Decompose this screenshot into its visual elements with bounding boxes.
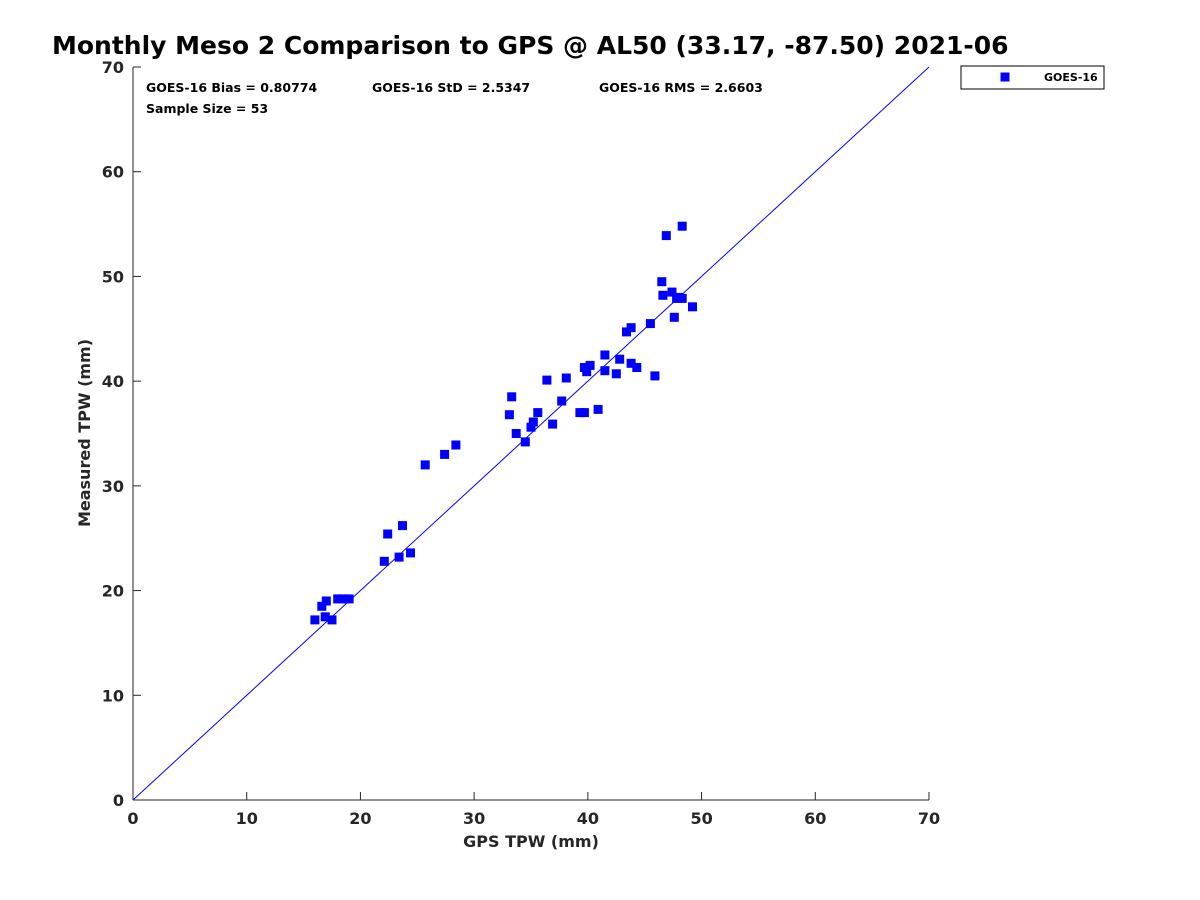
x-axis-label: GPS TPW (mm): [463, 832, 599, 851]
x-tick-label: 40: [577, 809, 599, 828]
data-point: [615, 354, 625, 364]
data-point: [507, 392, 517, 402]
data-point: [533, 408, 543, 418]
x-tick-label: 30: [463, 809, 485, 828]
data-point: [310, 615, 320, 625]
data-point: [622, 327, 631, 337]
data-point: [645, 319, 655, 329]
y-tick-label: 70: [102, 58, 124, 77]
y-tick-label: 20: [102, 582, 124, 601]
data-point: [548, 419, 558, 429]
data-point: [600, 350, 610, 360]
data-point: [327, 615, 337, 625]
data-point: [542, 375, 552, 385]
legend: GOES-16: [960, 65, 1105, 90]
data-point: [677, 221, 687, 231]
data-point: [667, 287, 677, 297]
sample-size-annotation: Sample Size = 53: [146, 101, 268, 116]
data-point: [317, 601, 327, 611]
data-point: [320, 612, 330, 622]
data-point: [688, 302, 697, 312]
data-point: [379, 556, 389, 566]
data-point: [344, 594, 354, 604]
data-point: [561, 373, 571, 383]
data-point: [383, 529, 393, 539]
x-tick-label: 20: [349, 809, 371, 828]
y-axis-label: Measured TPW (mm): [75, 339, 94, 527]
legend-box: [960, 65, 1105, 90]
data-point: [611, 369, 621, 379]
data-point: [632, 363, 642, 372]
data-points: [310, 221, 697, 625]
x-tick-label: 60: [804, 809, 826, 828]
std-annotation: GOES-16 StD = 2.5347: [372, 80, 530, 95]
x-tick-label: 70: [918, 809, 940, 828]
legend-label: GOES-16: [1044, 71, 1098, 84]
data-point: [333, 594, 343, 604]
y-tick-label: 10: [102, 686, 124, 705]
data-point: [579, 408, 589, 418]
data-point: [585, 360, 595, 370]
y-tick-label: 50: [102, 267, 124, 286]
data-point: [511, 429, 521, 438]
data-point: [626, 323, 636, 333]
stats-annotations: GOES-16 Bias = 0.80774 GOES-16 StD = 2.5…: [146, 80, 763, 116]
y-tick-label: 40: [102, 372, 124, 391]
data-point: [661, 231, 671, 241]
y-tick-label: 0: [113, 791, 124, 810]
data-point: [394, 552, 404, 562]
data-point: [658, 290, 668, 300]
y-tick-label: 30: [102, 477, 124, 496]
data-point: [321, 596, 331, 606]
data-point: [520, 437, 530, 447]
x-tick-label: 10: [236, 809, 258, 828]
data-point: [526, 422, 536, 432]
data-point: [398, 521, 407, 531]
data-point: [669, 312, 679, 322]
data-point: [406, 548, 415, 558]
x-tick-label: 0: [127, 809, 138, 828]
data-point: [338, 594, 348, 604]
data-point: [582, 367, 592, 377]
chart-title: Monthly Meso 2 Comparison to GPS @ AL50 …: [52, 31, 1009, 60]
data-point: [420, 460, 430, 470]
data-point: [451, 440, 461, 450]
one-to-one-line: [132, 66, 930, 801]
data-point: [593, 404, 603, 414]
y-tick-label: 60: [102, 163, 124, 182]
data-point: [626, 358, 636, 368]
axes: 0 10 20 30 40 50 60 70 0 10 20 30 40 50 60 70: [102, 58, 940, 828]
data-point: [677, 293, 687, 303]
rms-annotation: GOES-16 RMS = 2.6603: [599, 80, 763, 95]
bias-annotation: GOES-16 Bias = 0.80774: [146, 80, 317, 95]
data-point: [440, 449, 450, 459]
data-point: [557, 396, 567, 406]
data-point: [528, 417, 538, 427]
data-point: [650, 371, 660, 381]
data-point: [600, 366, 610, 376]
data-point: [657, 277, 667, 287]
legend-marker: [1000, 72, 1010, 82]
reference-line-group: [132, 66, 930, 801]
data-point: [504, 410, 514, 420]
x-tick-label: 50: [690, 809, 712, 828]
